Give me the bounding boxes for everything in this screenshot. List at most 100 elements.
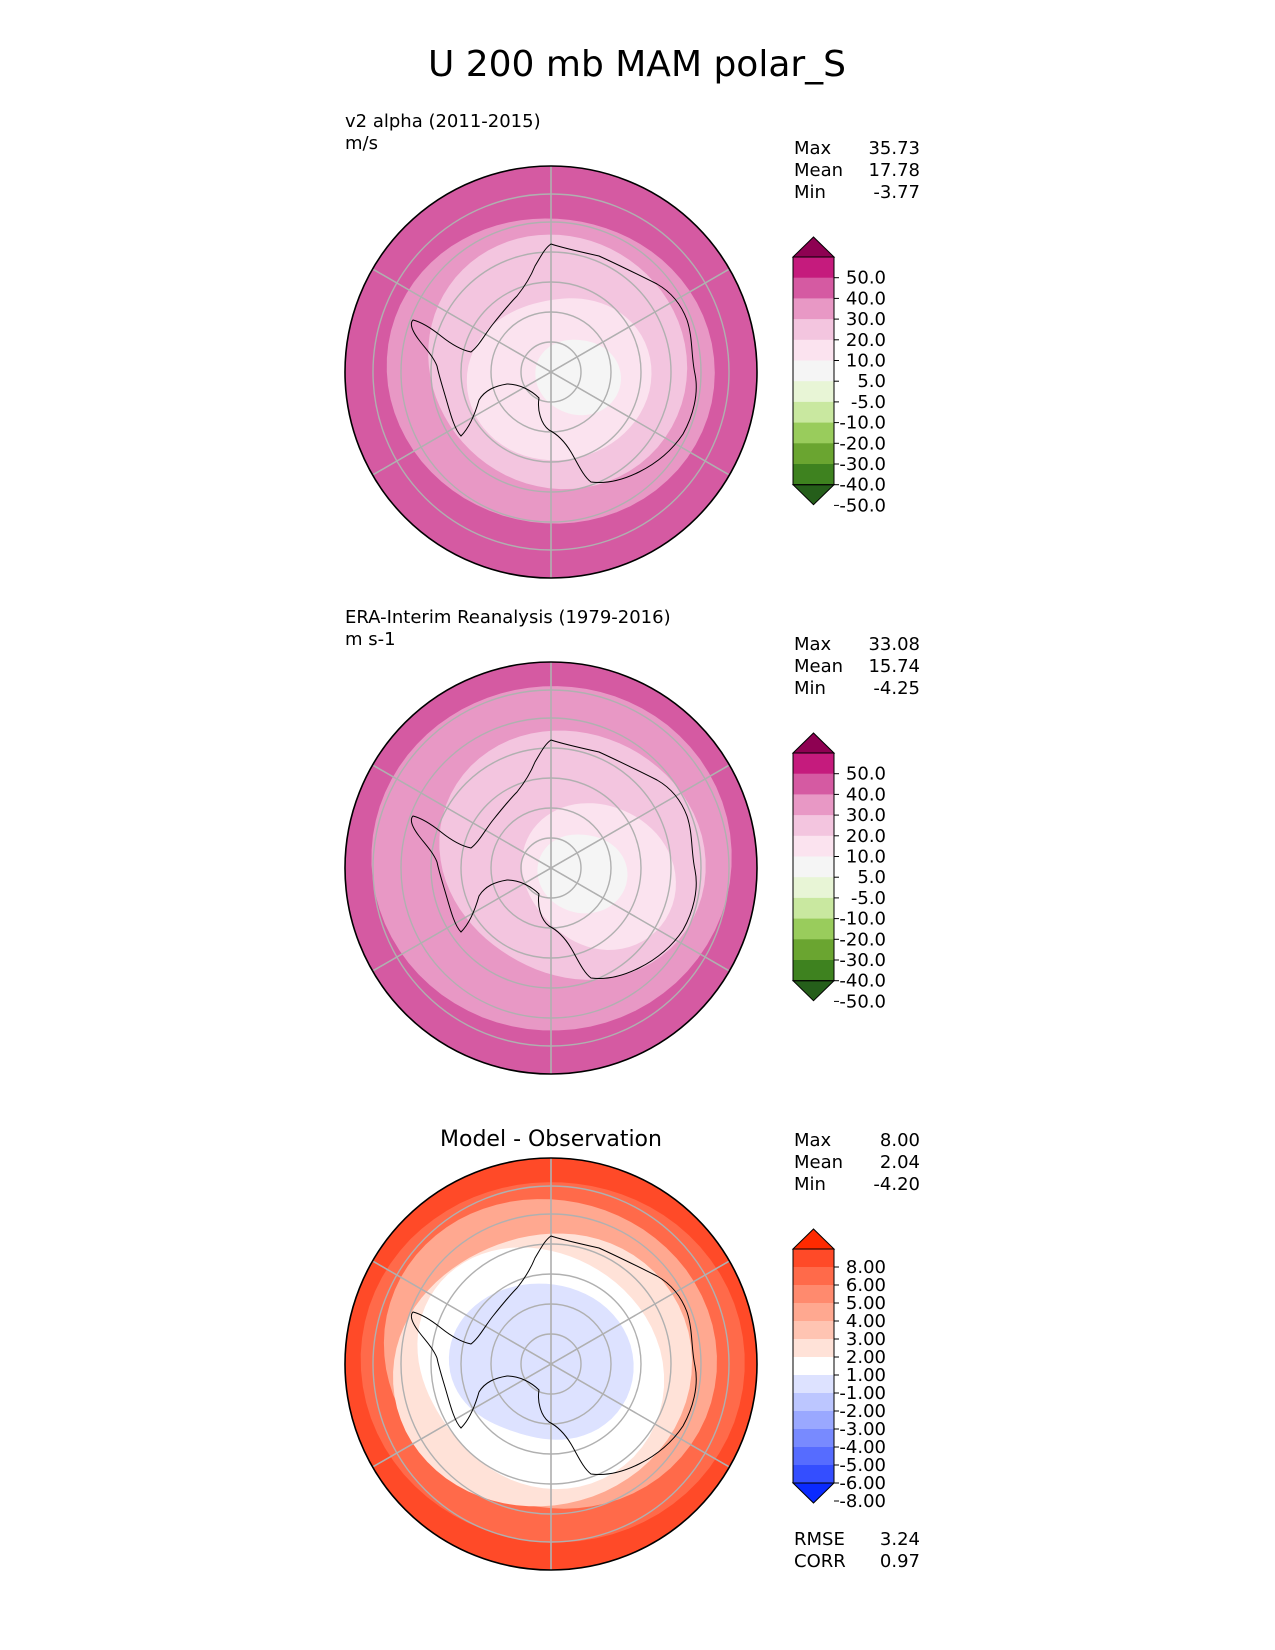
graticule [372,166,730,578]
colorbar: 8.006.005.004.003.002.001.00-1.00-2.00-3… [791,1228,886,1512]
colorbar-segment [793,443,834,465]
colorbar-segment [793,1447,834,1466]
graticule [372,662,730,1074]
colorbar-segment [793,939,834,961]
colorbar-segment [793,1285,834,1304]
colorbar-tick-label: -10.0 [839,413,886,434]
colorbar-segment [793,464,834,486]
panel-units: m s-1 [345,629,396,650]
panel-title: ERA-Interim Reanalysis (1979-2016) [345,607,671,628]
colorbar-tick-label: -1.00 [839,1383,886,1404]
map-boundary [344,1157,758,1571]
colorbar-tick-label: 10.0 [846,847,886,868]
stat-value: 35.73 [868,138,920,159]
colorbar-tick-label: 30.0 [846,805,886,826]
colorbar-tick-label: -50.0 [839,495,886,516]
graticule [372,1158,730,1570]
colorbar-segment [793,1375,834,1394]
colorbar-segment [793,1339,834,1358]
stat-label: Max [794,634,832,655]
colorbar-segment [793,1465,834,1484]
colorbar-tick-label: -5.0 [851,392,886,413]
longitude-line [550,764,730,869]
stats-block: Max 35.73 Mean 17.78 Min -3.77 [794,138,920,203]
colorbar-extend-max [791,732,836,754]
metrics-block: RMSE 3.24 CORR 0.97 [794,1529,920,1572]
stat-label: Min [794,182,826,203]
stat-label: Max [794,138,832,159]
map-panel-1: v2 alpha (2011-2015)m/s Max 35.73 Mean 17.78… [344,111,920,579]
colorbar-tick-label: 50.0 [846,268,886,289]
longitude-line [372,867,552,972]
colorbar-extend-max [791,236,836,258]
colorbar-segment [793,277,834,299]
colorbar-tick-label: 50.0 [846,764,886,785]
colorbar-extend-min [791,484,836,506]
colorbar-segment [793,1303,834,1322]
colorbar-segment [793,835,834,857]
colorbar-tick-label: 3.00 [846,1329,886,1350]
colorbar: 50.040.030.020.010.05.0-5.0-10.0-20.0-30… [791,732,886,1012]
colorbar-tick-label: -20.0 [839,929,886,950]
field-band [448,1283,634,1440]
colorbar-segment [793,1393,834,1412]
stats-block: Max 8.00 Mean 2.04 Min -4.20 [794,1130,920,1195]
colorbar-segment [793,918,834,940]
colorbar-tick-label: 5.00 [846,1293,886,1314]
colorbar-tick-label: -4.00 [839,1437,886,1458]
panel-units: m/s [345,133,378,154]
colorbar-segment [793,1249,834,1268]
colorbar-tick-label: 40.0 [846,784,886,805]
figure-title: U 200 mb MAM polar_S [428,44,846,85]
colorbar-tick-label: 30.0 [846,309,886,330]
colorbar-tick-label: -5.00 [839,1455,886,1476]
metric-value: 3.24 [880,1529,920,1550]
colorbar-segment [793,1267,834,1286]
metric-label: CORR [794,1551,846,1572]
colorbar-tick-label: -8.00 [839,1491,886,1512]
colorbar-extend-min [791,980,836,1002]
colorbar-tick-label: -40.0 [839,971,886,992]
colorbar-segment [793,257,834,279]
colorbar-segment [793,298,834,320]
colorbar-segment [793,877,834,899]
colorbar-segment [793,815,834,837]
map-panel-3: Model - Observation Max 8.00 Mean 2.04 Min -4.… [344,1127,920,1572]
colorbar-segment [793,960,834,982]
colorbar-extend-min [791,1482,836,1504]
metric-value: 0.97 [880,1551,920,1572]
colorbar-tick-label: -2.00 [839,1401,886,1422]
longitude-line [372,268,552,373]
colorbar-extend-max [791,1228,836,1250]
colorbar-segment [793,1429,834,1448]
colorbar-segment [793,319,834,341]
stat-label: Mean [794,160,843,181]
colorbar-tick-label: -40.0 [839,475,886,496]
stat-label: Mean [794,656,843,677]
longitude-line [372,371,552,476]
colorbar-segment [793,1411,834,1430]
colorbar-tick-label: -6.00 [839,1473,886,1494]
colorbar-tick-label: 8.00 [846,1257,886,1278]
stat-value: -3.77 [873,182,920,203]
colorbar-tick-label: 10.0 [846,351,886,372]
stats-block: Max 33.08 Mean 15.74 Min -4.25 [794,634,920,699]
map-field [345,166,757,578]
colorbar-tick-label: 2.00 [846,1347,886,1368]
stat-value: 15.74 [868,656,920,677]
stat-value: 2.04 [880,1152,920,1173]
colorbar-tick-label: 40.0 [846,288,886,309]
colorbar-tick-label: -5.0 [851,888,886,909]
longitude-line [372,1260,552,1365]
colorbar-frame [792,752,835,982]
colorbar-segment [793,381,834,403]
colorbar-frame [792,256,835,486]
colorbar-segment [793,794,834,816]
panel-title: Model - Observation [440,1127,662,1152]
colorbar-tick-label: -3.00 [839,1419,886,1440]
longitude-line [550,268,730,373]
map-boundary [344,661,758,1075]
colorbar-tick-label: 1.00 [846,1365,886,1386]
stat-value: 17.78 [868,160,920,181]
